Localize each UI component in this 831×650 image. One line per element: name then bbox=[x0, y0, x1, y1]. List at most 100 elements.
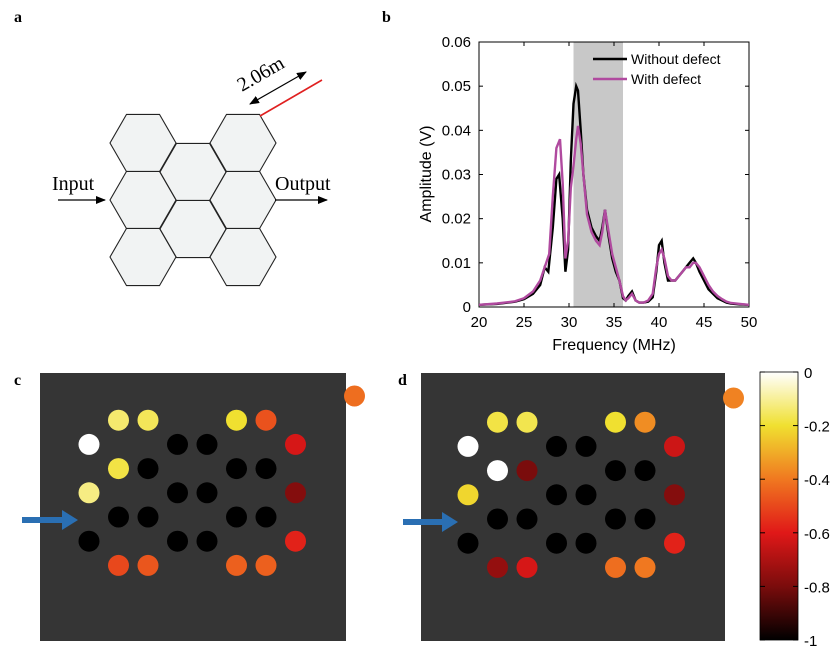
length-label: 2.06m bbox=[234, 52, 289, 97]
heatmap-d-dot bbox=[723, 387, 744, 409]
heatmap-d-dot bbox=[457, 532, 479, 554]
hexagon-network-diagram bbox=[109, 113, 277, 287]
frequency-chart: 20 25 30 35 40 45 5000.010.020.030.040.050.06 … bbox=[418, 34, 757, 354]
heatmap-c-background bbox=[40, 373, 346, 641]
heatmap-d-dot bbox=[516, 508, 538, 530]
heatmap-c-dot bbox=[137, 506, 159, 528]
y-tick-label: 0.06 bbox=[442, 34, 471, 51]
heatmap-c-dot bbox=[196, 530, 218, 552]
heatmap-d-dot bbox=[575, 484, 597, 506]
heatmap-c-dot bbox=[108, 506, 129, 528]
heatmap-c-dot bbox=[78, 530, 100, 552]
heatmap-c-dot bbox=[196, 433, 218, 455]
heatmap-d-dot bbox=[487, 460, 508, 482]
heatmap-d-dot bbox=[457, 484, 479, 506]
x-tick-label: 20 bbox=[471, 314, 488, 331]
heatmap-c-dot bbox=[226, 409, 247, 431]
colorbar-tick-label: -0.4 bbox=[804, 472, 830, 489]
heatmap-c-dot bbox=[167, 433, 188, 455]
heatmap-c-dot bbox=[78, 482, 100, 504]
legend: Without defect With defect bbox=[593, 51, 721, 87]
input-label: Input bbox=[52, 173, 95, 195]
heatmap-d-input-arrow bbox=[403, 512, 458, 532]
heatmap-c-dots bbox=[78, 385, 365, 576]
heatmap-c-dot bbox=[108, 554, 129, 576]
hexagon-cell-5 bbox=[159, 199, 227, 259]
heatmap-d-dot bbox=[575, 435, 597, 457]
x-tick-label: 40 bbox=[651, 314, 668, 331]
heatmap-d-dot bbox=[664, 532, 685, 554]
y-tick-label: 0.03 bbox=[442, 167, 471, 184]
y-tick-label: 0.01 bbox=[442, 255, 471, 272]
defect-wire bbox=[259, 79, 323, 117]
x-tick-label: 25 bbox=[516, 314, 533, 331]
heatmap-c-dot bbox=[255, 409, 277, 431]
colorbar-tick-label: 0 bbox=[804, 365, 812, 382]
x-axis-label: Frequency (MHz) bbox=[552, 337, 676, 354]
panel-label-d: d bbox=[398, 372, 407, 389]
heatmap-d-dot bbox=[605, 460, 626, 482]
panel-label-b: b bbox=[382, 9, 391, 26]
heatmap-c-dot bbox=[137, 554, 159, 576]
y-tick-label: 0.05 bbox=[442, 78, 471, 95]
colorbar-tick-label: -0.8 bbox=[804, 579, 830, 596]
heatmap-d-dot bbox=[516, 411, 538, 433]
heatmap-d-dot bbox=[605, 508, 626, 530]
panel-label-a: a bbox=[14, 9, 22, 26]
heatmap-d-dot bbox=[516, 460, 538, 482]
y-tick-label: 0.04 bbox=[442, 122, 471, 139]
heatmap-d-dot bbox=[487, 411, 508, 433]
heatmap-c-dot bbox=[255, 554, 277, 576]
heatmap-d-dot bbox=[634, 508, 656, 530]
heatmap-c-dot bbox=[285, 433, 306, 455]
y-tick-label: 0 bbox=[463, 299, 471, 316]
colorbar-tick-label: -1 bbox=[804, 633, 817, 650]
y-axis-label: Amplitude (V) bbox=[418, 126, 435, 223]
heatmap-c-dot bbox=[108, 409, 129, 431]
heatmap-c-dot bbox=[108, 458, 129, 480]
hexagon-cell-8 bbox=[209, 227, 277, 287]
heatmap-d-dot bbox=[546, 484, 567, 506]
heatmap-d-dot bbox=[634, 556, 656, 578]
heatmap-d-background bbox=[421, 373, 725, 641]
heatmap-d-dot bbox=[546, 435, 567, 457]
x-tick-label: 30 bbox=[561, 314, 578, 331]
heatmap-c-dot bbox=[137, 409, 159, 431]
colorbar-tick-label: -0.2 bbox=[804, 419, 830, 436]
heatmap-c-dot bbox=[137, 458, 159, 480]
heatmap-d-dot bbox=[457, 435, 479, 457]
heatmap-c-dot bbox=[226, 458, 247, 480]
heatmap-c-dot bbox=[78, 433, 100, 455]
heatmap-c-dot bbox=[196, 482, 218, 504]
panel-label-c: c bbox=[14, 372, 21, 389]
y-tick-label: 0.02 bbox=[442, 211, 471, 228]
heatmap-c-dot bbox=[255, 458, 277, 480]
legend-label-without-defect: Without defect bbox=[631, 51, 721, 67]
colorbar bbox=[759, 371, 799, 641]
colorbar-ticks: 0 -0.2 -0.4 -0.6 -0.8 -1 bbox=[760, 365, 830, 650]
heatmap-d-dot bbox=[634, 460, 656, 482]
heatmap-d-dot bbox=[487, 508, 508, 530]
heatmap-c-dot bbox=[167, 482, 188, 504]
heatmap-d-dot bbox=[605, 556, 626, 578]
colorbar-tick-label: -0.6 bbox=[804, 526, 830, 543]
series-with-defect-line bbox=[479, 125, 749, 306]
heatmap-d-dot bbox=[664, 435, 685, 457]
heatmap-c-dot bbox=[167, 530, 188, 552]
output-label: Output bbox=[275, 173, 331, 195]
heatmap-d-dot bbox=[546, 532, 567, 554]
x-tick-label: 45 bbox=[696, 314, 713, 331]
heatmap-d-dot bbox=[516, 556, 538, 578]
heatmap-d-dot bbox=[634, 411, 656, 433]
arrow-d-head bbox=[442, 512, 458, 532]
axis-ticks: 20 25 30 35 40 45 50 0 0.01 0.02 0.03 0.04 0.05 0.06 bbox=[442, 34, 758, 331]
arrow-c-head bbox=[62, 510, 78, 530]
heatmap-c-dot bbox=[285, 482, 306, 504]
x-tick-label: 35 bbox=[606, 314, 623, 331]
heatmap-c-input-arrow bbox=[22, 510, 78, 530]
legend-label-with-defect: With defect bbox=[631, 71, 701, 87]
heatmap-d-dot bbox=[487, 556, 508, 578]
heatmap-c-dot bbox=[226, 554, 247, 576]
heatmap-c-dot bbox=[285, 530, 306, 552]
